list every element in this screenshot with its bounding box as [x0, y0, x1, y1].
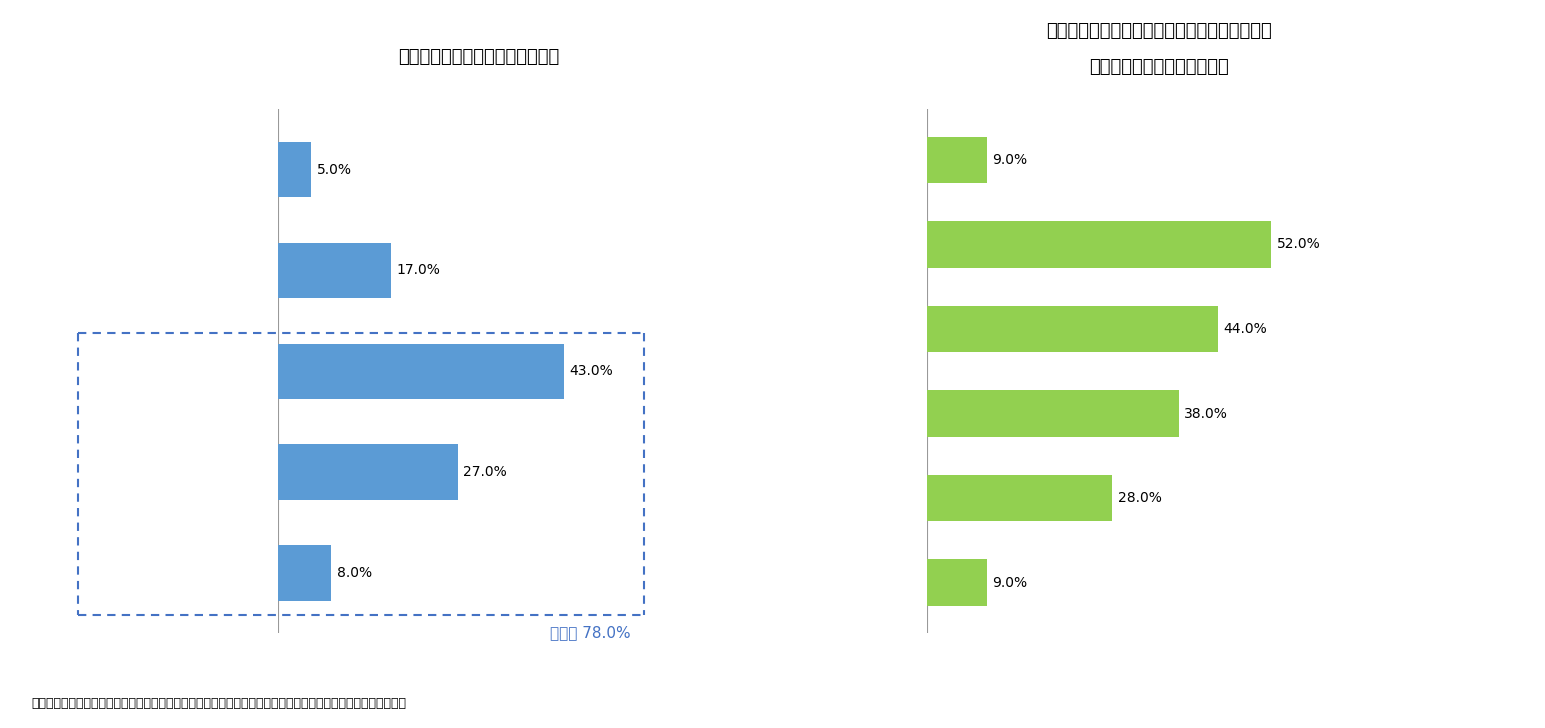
Bar [927, 137, 987, 183]
Text: 認知度 78.0%: 認知度 78.0% [550, 625, 630, 641]
Text: 44.0%: 44.0% [1224, 322, 1267, 336]
Bar [278, 545, 331, 601]
Text: 8.0%: 8.0% [337, 566, 372, 580]
Text: 17.0%: 17.0% [397, 264, 440, 277]
Bar [927, 221, 1272, 268]
Text: 図表２　老後の生活資金の準備に対する考え方: 図表２ 老後の生活資金の準備に対する考え方 [1046, 22, 1272, 40]
Text: 43.0%: 43.0% [570, 364, 613, 379]
Text: （出所）麦肯錫中国年金調査研究報告「拥抱老齢化時代：保険機構参与中国養老保障的整合式探索」より作成。: （出所）麦肯錫中国年金調査研究報告「拥抱老齢化時代：保険機構参与中国養老保障的整… [31, 697, 406, 710]
Text: （複数回答・最多３つまで）: （複数回答・最多３つまで） [1089, 58, 1228, 76]
Bar [278, 142, 312, 197]
Bar [927, 475, 1112, 521]
Bar [927, 390, 1179, 437]
Text: 52.0%: 52.0% [1276, 237, 1321, 251]
Text: 27.0%: 27.0% [464, 465, 507, 479]
Text: 5.0%: 5.0% [317, 162, 352, 177]
Text: 図表１　個人養老金制度の認知度: 図表１ 個人養老金制度の認知度 [399, 47, 559, 66]
Bar [278, 444, 457, 500]
Text: 9.0%: 9.0% [992, 153, 1027, 167]
Bar [278, 344, 564, 399]
Bar [927, 559, 987, 606]
Text: 9.0%: 9.0% [992, 576, 1027, 590]
Bar [278, 242, 391, 298]
Text: 28.0%: 28.0% [1117, 491, 1162, 505]
Bar [927, 306, 1219, 352]
Text: 38.0%: 38.0% [1183, 406, 1228, 421]
